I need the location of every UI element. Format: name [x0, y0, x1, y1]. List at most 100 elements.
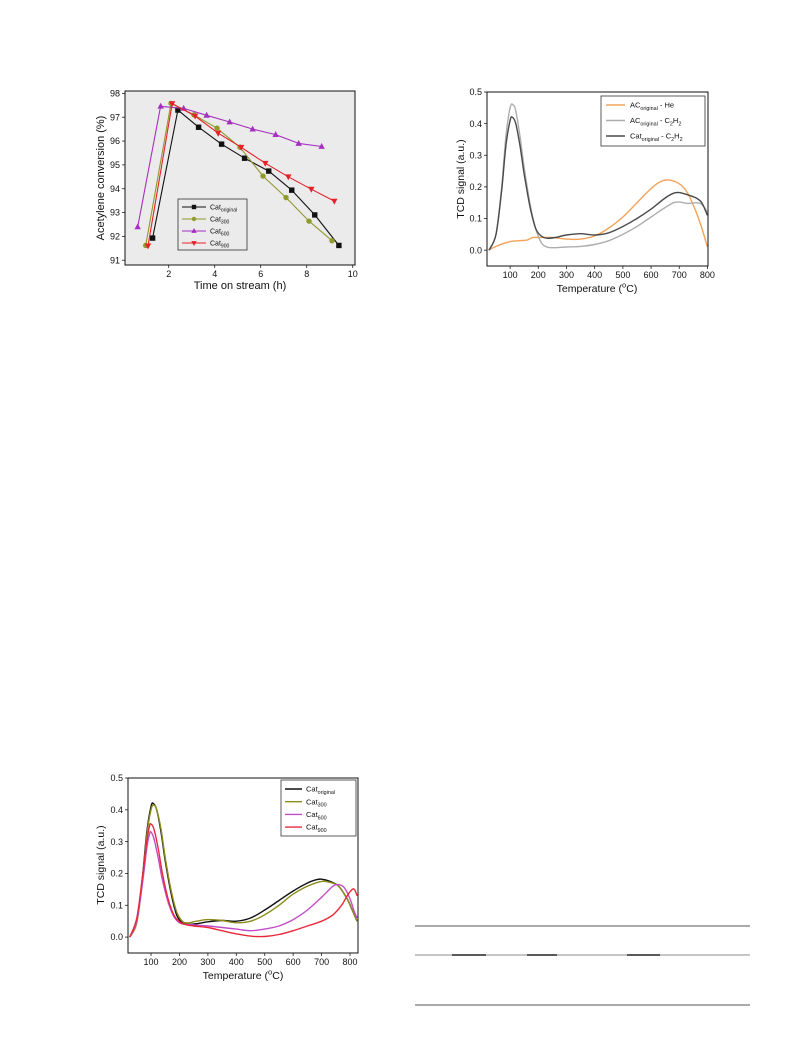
tcd-catalyst-chart: 100 200 300 400 500 600 700 800 0.0 0.1 0.2 0.3 0.4 0…	[95, 773, 359, 982]
label-segment: Temperature (	[203, 970, 269, 982]
data-point-square	[266, 168, 272, 174]
x-tick-label: 700	[672, 270, 687, 280]
legend-entry: Catoriginal	[182, 204, 237, 214]
label-segment: 900	[221, 244, 230, 250]
x-tick-label: 8	[304, 269, 309, 279]
data-point-triangle-down	[168, 101, 176, 108]
data-point-square	[195, 124, 202, 130]
data-point-triangle-up	[272, 131, 279, 138]
y-tick-label: 0.3	[110, 837, 123, 847]
data-point-square	[241, 155, 248, 161]
data-point-circle	[214, 125, 220, 131]
label-segment: Cat	[306, 810, 319, 819]
legend-label: Cat300	[306, 797, 327, 808]
label-segment: original	[640, 106, 657, 112]
data-point-square	[191, 204, 197, 210]
plot-frame	[124, 90, 356, 266]
y-tick-label: 0.1	[469, 214, 482, 224]
legend-entry: Cat300	[182, 216, 230, 226]
label-segment: original	[640, 122, 657, 128]
data-point-square	[312, 212, 318, 218]
legend-entry: Cat300	[285, 797, 327, 809]
data-point-triangle-up	[203, 111, 210, 118]
data-point-triangle-down	[331, 198, 338, 205]
y-tick-label: 0.5	[110, 773, 123, 783]
y-tick-label: 94	[110, 184, 120, 194]
legend-entry: ACoriginal - C2H2	[606, 116, 681, 128]
plot-frame	[127, 777, 359, 954]
series-line	[129, 830, 358, 938]
data-point-square	[336, 242, 342, 249]
tcd-reference-chart: 100 200 300 400 500 600 700 800 0.0 0.1 0.2 0.3 0.4 0…	[455, 87, 715, 295]
x-tick-label: 6	[258, 269, 263, 279]
y-tick-label: 0.5	[469, 87, 482, 97]
plot-frame	[486, 91, 709, 267]
x-tick-label: 100	[503, 270, 518, 280]
label-segment: - C	[659, 132, 672, 141]
label-segment: Cat	[210, 204, 221, 211]
table-rules	[415, 925, 750, 1006]
data-point-circle	[306, 218, 312, 224]
legend-label: Catoriginal	[306, 785, 335, 796]
x-tick-label: 800	[343, 957, 358, 967]
y-axis-label: Acetylene conversion (%)	[95, 116, 107, 241]
series-line	[129, 822, 358, 938]
data-point-triangle-down	[144, 243, 152, 250]
data-point-square	[149, 235, 156, 241]
data-point-triangle-up	[249, 125, 256, 132]
x-tick-label: 300	[559, 270, 574, 280]
label-segment: Temperature (	[557, 283, 623, 295]
label-segment: 2	[680, 137, 683, 143]
label-segment: - He	[658, 101, 674, 110]
y-tick-label: 0.0	[469, 245, 482, 255]
y-tick-label: 98	[110, 89, 120, 99]
y-tick-label: 0.0	[110, 932, 123, 942]
label-segment: 2	[678, 122, 681, 128]
legend-entry: Cat900	[182, 240, 230, 250]
label-segment: Cat	[210, 216, 221, 223]
legend-label: Cat600	[210, 228, 230, 237]
legend-label: Catoriginal - C2H2	[630, 132, 683, 143]
series-line	[129, 802, 358, 938]
x-tick-label: 600	[644, 270, 659, 280]
label-segment: original	[642, 137, 659, 143]
x-tick-label: 500	[257, 957, 272, 967]
data-point-triangle-down	[191, 241, 197, 246]
series-group	[134, 100, 342, 250]
x-axis-label: Temperature (oC)	[203, 968, 284, 982]
series-line	[488, 179, 708, 251]
x-tick-label: 200	[531, 270, 546, 280]
x-tick-label: 600	[286, 957, 301, 967]
label-segment: Cat	[210, 240, 221, 247]
label-segment: 300	[318, 803, 327, 809]
label-segment: o	[268, 968, 272, 977]
data-point-triangle-down	[308, 186, 315, 193]
label-segment: - C	[658, 116, 671, 125]
data-point-circle	[191, 216, 197, 222]
legend-label: Cat300	[210, 216, 230, 225]
data-point-triangle-up	[318, 143, 325, 149]
label-segment: C)	[272, 970, 283, 982]
label-segment: Cat	[306, 797, 319, 806]
label-segment: original	[221, 208, 237, 214]
data-point-square	[289, 187, 295, 193]
data-point-triangle-up	[295, 139, 302, 146]
data-point-triangle-up	[191, 228, 197, 233]
legend-entry: Catoriginal - C2H2	[606, 132, 683, 143]
label-segment: 2	[671, 137, 674, 143]
legend-entry: Cat900	[285, 823, 327, 834]
x-tick-label: 500	[615, 270, 630, 280]
data-point-triangle-down	[285, 174, 292, 181]
x-tick-label: 400	[229, 957, 244, 967]
series-group	[129, 802, 358, 938]
series-line	[129, 804, 358, 938]
data-point-circle	[329, 237, 335, 244]
data-point-triangle-down	[237, 144, 245, 151]
label-segment: 2	[670, 122, 673, 128]
label-segment: 600	[318, 815, 327, 821]
y-tick-label: 95	[110, 160, 120, 170]
